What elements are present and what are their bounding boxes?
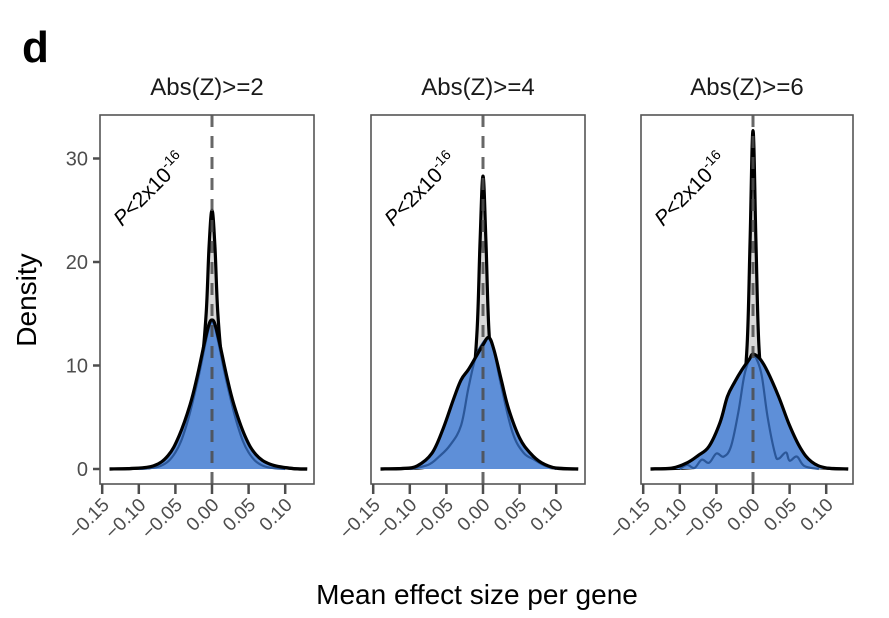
background-density-fill <box>380 176 579 469</box>
hits-density-fill <box>109 319 308 470</box>
y-tick-label: 20 <box>66 252 88 274</box>
x-tick-label: −0.10 <box>372 495 421 544</box>
facet-panels: Abs(Z)>=2P<2x10-16−0.15−0.10−0.050.000.0… <box>65 74 854 544</box>
x-tick-label: −0.05 <box>138 495 187 544</box>
panel-letter: d <box>22 23 49 72</box>
x-tick-label: −0.15 <box>65 495 114 544</box>
y-axis: 0 10 20 30 <box>66 149 100 481</box>
x-tick-label: 0.05 <box>760 495 801 536</box>
x-tick-label: −0.05 <box>679 495 728 544</box>
hits-density-line <box>650 352 849 471</box>
x-tick-label: 0.10 <box>256 495 297 536</box>
y-tick-label: 0 <box>77 459 88 481</box>
x-tick-label: −0.15 <box>606 495 655 544</box>
x-tick-label: 0.00 <box>724 495 765 536</box>
facet-panel: Abs(Z)>=4 P<2x10-16 −0.15−0.10−0.050.000.0… <box>336 74 586 544</box>
x-tick-label: 0.10 <box>527 495 568 536</box>
y-axis-label: Density <box>11 253 42 346</box>
panel-frame <box>99 114 315 485</box>
x-tick-label: 0.05 <box>219 495 260 536</box>
p-value-annotation: P<2x10-16 <box>647 146 731 230</box>
x-tick-label: 0.10 <box>797 495 838 536</box>
p-value-annotation: P<2x10-16 <box>106 146 190 230</box>
facet-panel: Abs(Z)>=2 P<2x10-16 −0.15−0.10−0.050.000.0… <box>65 74 315 544</box>
panel-frame <box>370 114 586 485</box>
panel-frame <box>640 114 854 485</box>
plot-area <box>109 115 308 484</box>
x-axis-label: Mean effect size per gene <box>316 579 638 610</box>
x-tick-label: −0.10 <box>101 495 150 544</box>
x-tick-label: −0.15 <box>336 495 385 544</box>
x-tick-label: −0.05 <box>409 495 458 544</box>
x-tick-label: 0.05 <box>490 495 531 536</box>
facet-panel: Abs(Z)>=6 P<2x10-16 −0.15−0.10−0.050.000.0… <box>606 74 854 544</box>
hits-density-line <box>109 318 308 471</box>
x-tick-label: −0.10 <box>642 495 691 544</box>
facet-strip-label: Abs(Z)>=2 <box>150 74 263 101</box>
hits-density-fill <box>380 337 579 469</box>
plot-area <box>380 115 579 484</box>
x-tick-label: 0.00 <box>454 495 495 536</box>
facet-strip-label: Abs(Z)>=6 <box>690 74 803 101</box>
hits-density-fill <box>650 354 849 469</box>
x-tick-label: 0.00 <box>183 495 224 536</box>
plot-area <box>650 115 849 484</box>
p-value-annotation: P<2x10-16 <box>377 146 461 230</box>
y-tick-label: 10 <box>66 356 88 378</box>
hits-density-line <box>380 335 579 471</box>
inner-density-line <box>138 320 286 471</box>
facet-strip-label: Abs(Z)>=4 <box>421 74 534 101</box>
y-tick-label: 30 <box>66 149 88 171</box>
